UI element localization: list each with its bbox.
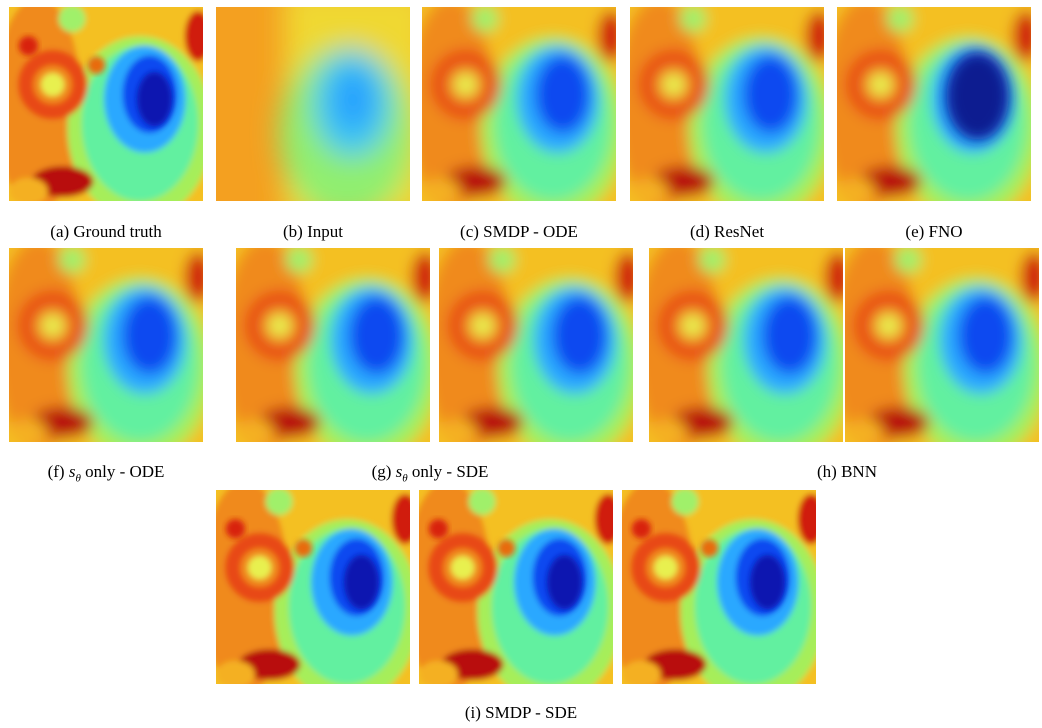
heatmap — [214, 490, 412, 684]
caption-symbol: s — [69, 462, 76, 481]
heatmap — [417, 490, 615, 684]
heatmap — [7, 7, 205, 201]
caption-text: only - SDE — [412, 462, 489, 481]
caption: (h) BNN — [817, 462, 877, 482]
heatmap — [835, 7, 1033, 201]
caption: (b) Input — [283, 222, 343, 242]
caption: (i) SMDP - SDE — [465, 703, 577, 723]
caption-subscript: θ — [75, 472, 80, 484]
caption-text: only - ODE — [85, 462, 164, 481]
caption: (f) sθ only - ODE — [48, 462, 165, 484]
heatmap — [234, 248, 432, 442]
heatmap — [647, 248, 845, 442]
heatmap — [628, 7, 826, 201]
figure: (a) Ground truth (b) Input (c) SMDP - OD… — [0, 0, 1042, 728]
heatmap — [420, 7, 618, 201]
heatmap — [437, 248, 635, 442]
caption-label: (g) — [372, 462, 392, 481]
heatmap — [620, 490, 818, 684]
caption-label: (f) — [48, 462, 65, 481]
caption: (e) FNO — [905, 222, 962, 242]
heatmap — [7, 248, 205, 442]
caption-subscript: θ — [402, 472, 407, 484]
heatmap — [844, 248, 1040, 442]
caption: (d) ResNet — [690, 222, 764, 242]
caption-symbol: s — [396, 462, 403, 481]
caption: (c) SMDP - ODE — [460, 222, 578, 242]
caption: (g) sθ only - SDE — [372, 462, 489, 484]
heatmap — [214, 7, 412, 201]
caption: (a) Ground truth — [50, 222, 161, 242]
